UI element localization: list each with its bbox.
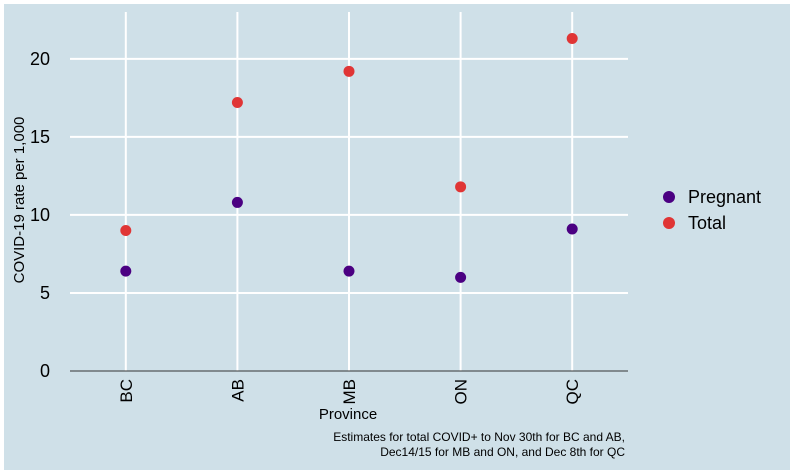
x-tick-label: QC xyxy=(563,379,582,405)
data-point-total xyxy=(455,181,467,193)
chart-panel: 0 5 10 15 20 BC AB MB ON QC COVID-19 rate per 1,0… xyxy=(4,4,790,470)
y-tick-label: 20 xyxy=(30,49,50,69)
legend-item-pregnant: Pregnant xyxy=(663,187,761,207)
y-tick-label: 15 xyxy=(30,127,50,147)
x-tick-label: ON xyxy=(452,379,471,405)
data-point-total xyxy=(343,65,355,77)
legend-label-total: Total xyxy=(688,213,726,233)
data-point-total xyxy=(231,97,243,109)
legend-label-pregnant: Pregnant xyxy=(688,187,761,207)
x-axis-label: Province xyxy=(319,406,377,423)
legend-marker-total xyxy=(663,217,675,229)
caption-line-2: Dec14/15 for MB and ON, and Dec 8th for … xyxy=(380,445,625,459)
data-point-pregnant xyxy=(231,196,243,208)
data-point-total xyxy=(566,33,578,45)
scatter-chart: 0 5 10 15 20 BC AB MB ON QC COVID-19 rate per 1,0… xyxy=(11,12,761,459)
y-tick-label: 0 xyxy=(40,361,50,381)
x-tick-label: MB xyxy=(340,379,359,405)
data-point-total xyxy=(120,225,132,237)
y-axis-label: COVID-19 rate per 1,000 xyxy=(11,117,28,284)
x-tick-label: AB xyxy=(228,379,247,402)
data-point-pregnant xyxy=(120,265,132,277)
data-point-pregnant xyxy=(566,223,578,235)
data-point-pregnant xyxy=(343,265,355,277)
data-point-pregnant xyxy=(455,271,467,283)
legend-marker-pregnant xyxy=(663,191,675,203)
y-tick-label: 10 xyxy=(30,205,50,225)
caption-line-1: Estimates for total COVID+ to Nov 30th f… xyxy=(333,430,625,444)
axes: 0 5 10 15 20 BC AB MB ON QC xyxy=(30,49,628,405)
data-points xyxy=(120,33,578,283)
legend: Pregnant Total xyxy=(663,187,761,233)
x-tick-label: BC xyxy=(117,379,136,403)
legend-item-total: Total xyxy=(663,213,726,233)
y-tick-label: 5 xyxy=(40,283,50,303)
